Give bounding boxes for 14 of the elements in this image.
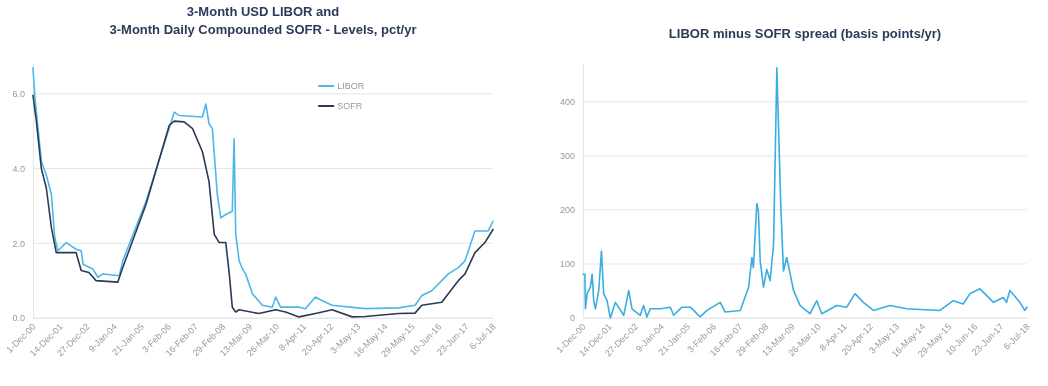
legend-label: SOFR: [337, 101, 363, 112]
chart-title: 3-Month USD LIBOR and 3-Month Daily Compounded SOFR - Levels, pct/yr: [109, 4, 417, 37]
y-tick-label: 6.0: [12, 89, 25, 100]
y-tick-label: 4.0: [12, 163, 25, 174]
y-tick-label: 300: [559, 151, 575, 162]
y-tick-label: 400: [559, 97, 575, 108]
y-tick-label: 100: [559, 259, 575, 270]
y-tick-label: 0: [569, 313, 575, 324]
legend-label: LIBOR: [337, 81, 365, 92]
y-tick-label: 2.0: [12, 238, 25, 249]
y-tick-label: 0.0: [12, 313, 25, 324]
chart-title: LIBOR minus SOFR spread (basis points/yr): [668, 26, 942, 41]
line-series: [582, 66, 1028, 319]
y-tick-label: 200: [559, 205, 575, 216]
